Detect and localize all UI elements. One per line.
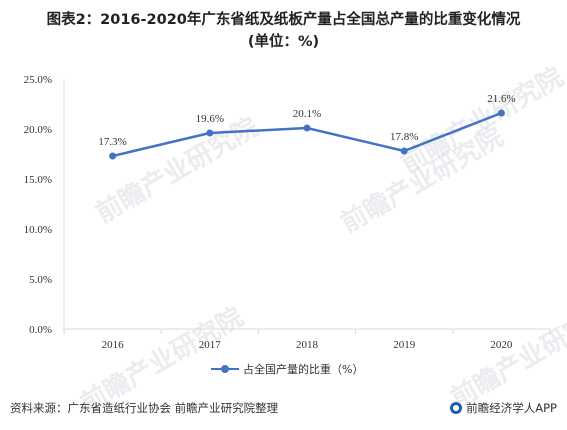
x-tick-label: 2020 (490, 339, 513, 351)
y-tick-label: 5.0% (29, 274, 52, 286)
y-tick-label: 10.0% (24, 224, 52, 236)
y-tick-label: 20.0% (24, 124, 52, 136)
x-tick-label: 2016 (102, 339, 125, 351)
legend-swatch (211, 363, 239, 375)
y-tick-label: 25.0% (24, 74, 52, 86)
data-point (206, 129, 214, 137)
x-tick-label: 2019 (393, 339, 416, 351)
data-label: 21.6% (487, 93, 515, 105)
brand-credit: 前瞻经济学人APP (450, 400, 557, 416)
y-tick-label: 15.0% (24, 174, 52, 186)
legend-label: 占全国产量的比重（%） (243, 363, 364, 376)
data-point (109, 152, 117, 160)
data-label: 17.3% (98, 136, 126, 148)
y-tick-label: 0.0% (29, 324, 52, 336)
data-label: 17.8% (390, 131, 418, 143)
brand-name: 前瞻经济学人APP (466, 401, 557, 415)
data-point (303, 124, 311, 132)
legend: 占全国产量的比重（%） (211, 361, 363, 377)
data-point (497, 109, 505, 117)
data-label: 19.6% (196, 113, 224, 125)
data-label: 20.1% (293, 108, 321, 120)
chart-unit-label: (单位：%) (247, 34, 320, 50)
x-tick-label: 2018 (296, 339, 319, 351)
data-point (400, 147, 408, 155)
brand-logo-icon (450, 402, 463, 414)
chart-title: 图表2：2016-2020年广东省纸及纸板产量占全国总产量的比重变化情况 (46, 12, 521, 28)
x-tick-label: 2017 (199, 339, 222, 351)
source-note: 资料来源：广东省造纸行业协会 前瞻产业研究院整理 (10, 401, 279, 415)
